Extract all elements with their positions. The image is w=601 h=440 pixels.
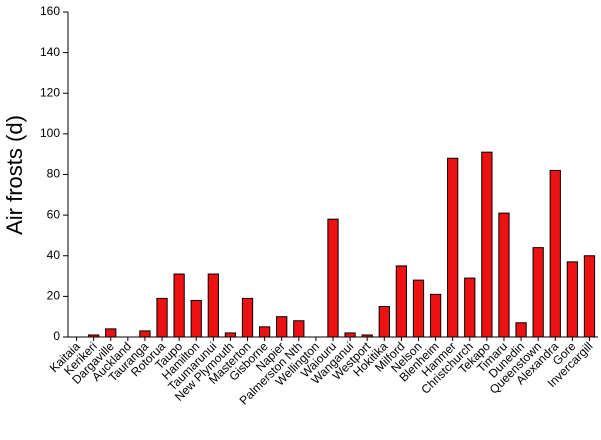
bar	[395, 265, 408, 338]
bar	[139, 330, 151, 338]
bar	[241, 297, 254, 338]
bar	[532, 247, 544, 338]
bar	[583, 255, 596, 338]
bar	[447, 157, 459, 338]
bar	[156, 297, 168, 338]
bar	[173, 273, 185, 338]
bar	[498, 212, 510, 338]
bar	[566, 261, 578, 338]
y-tick-label: 100	[40, 126, 60, 140]
bar	[464, 277, 476, 338]
y-tick-label: 60	[47, 207, 61, 221]
y-axis-title: Air frosts (d)	[2, 115, 27, 235]
bar	[207, 273, 219, 338]
bar	[429, 293, 442, 338]
bar	[344, 332, 356, 338]
y-tick-label: 120	[40, 85, 60, 99]
bar	[105, 328, 117, 338]
bar	[224, 332, 237, 338]
bar	[549, 169, 561, 338]
bar	[481, 151, 493, 338]
bar	[515, 322, 527, 338]
bar	[327, 218, 339, 338]
bar	[412, 279, 425, 338]
bar	[378, 306, 390, 338]
y-tick-label: 140	[40, 45, 60, 59]
bar	[258, 326, 271, 338]
bar	[190, 299, 202, 338]
bar	[293, 320, 305, 338]
bar	[276, 316, 288, 338]
y-tick-label: 0	[53, 329, 60, 343]
y-tick-label: 160	[40, 4, 60, 18]
y-tick-label: 40	[47, 248, 61, 262]
y-tick-label: 20	[47, 289, 61, 303]
y-tick-label: 80	[47, 167, 61, 181]
